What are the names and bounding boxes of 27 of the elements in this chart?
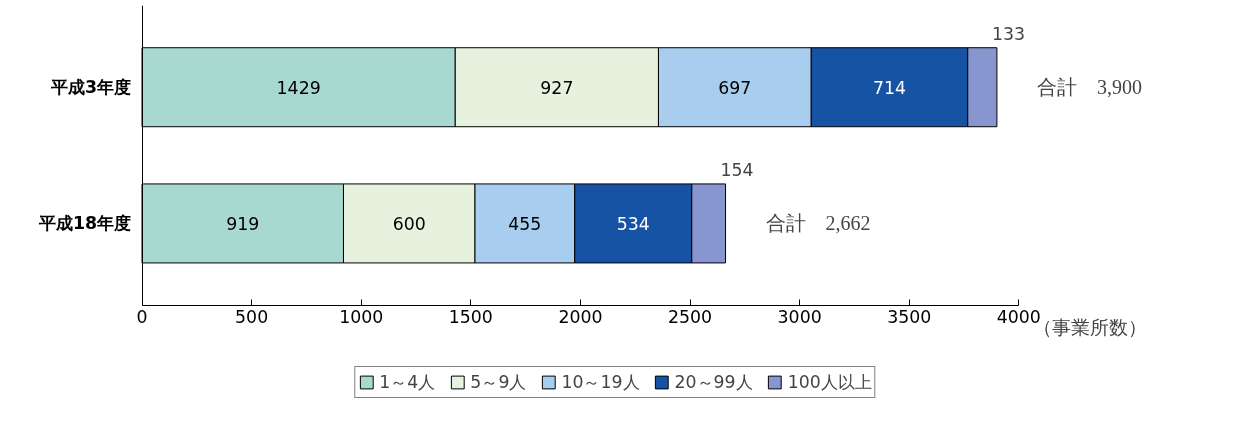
x-tick-label: 3000 <box>777 307 822 328</box>
x-tick-label: 500 <box>235 307 269 328</box>
y-tick-label: 平成18年度 <box>37 213 132 234</box>
data-label: 455 <box>508 213 542 234</box>
total-label: 合計 3,900 <box>1036 76 1142 99</box>
legend-label: 5～9人 <box>470 371 527 394</box>
data-label: 919 <box>226 213 260 234</box>
legend-label: 100人以上 <box>787 371 872 394</box>
x-tick-label: 3500 <box>887 307 932 328</box>
x-tick-label: 1500 <box>448 307 493 328</box>
y-tick-label: 平成3年度 <box>49 77 132 98</box>
data-label: 1429 <box>276 77 321 98</box>
x-tick-label: 2500 <box>667 307 713 328</box>
x-tick-label: 1000 <box>339 307 384 328</box>
x-tick-label: 0 <box>136 307 148 328</box>
data-label: 154 <box>720 159 754 180</box>
data-label: 697 <box>718 77 752 98</box>
data-label: 927 <box>540 77 574 98</box>
data-label: 714 <box>872 77 907 98</box>
total-label: 合計 2,662 <box>765 212 871 235</box>
legend-label: 1～4人 <box>379 371 436 394</box>
legend-label: 10～19人 <box>561 371 640 394</box>
x-tick-label: 2000 <box>558 307 603 328</box>
data-label: 600 <box>392 213 426 234</box>
legend-label: 20～99人 <box>674 371 753 394</box>
data-label: 133 <box>991 23 1025 44</box>
data-label: 534 <box>616 213 650 234</box>
